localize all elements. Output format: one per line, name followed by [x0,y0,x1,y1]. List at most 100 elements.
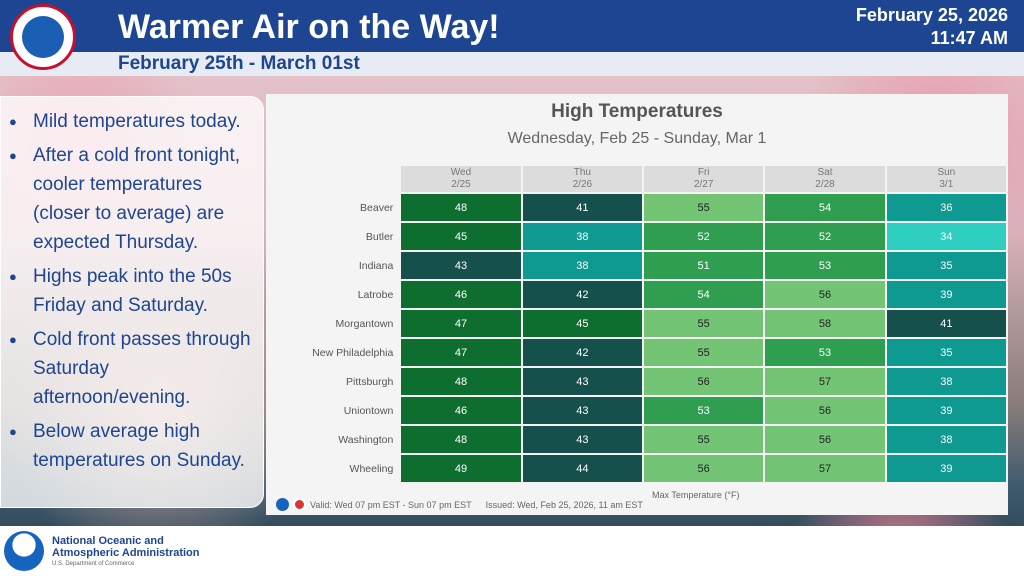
temperature-cell: 42 [522,339,643,366]
temperature-cell: 43 [522,426,643,453]
table-title: High Temperatures [551,101,723,122]
time: 11:47 AM [930,28,1008,48]
temperature-cell: 43 [401,252,521,279]
city-name: Pittsburgh [346,375,394,388]
col-date: 3/1 [939,179,954,190]
bullet: Cold front passes through Saturday after… [9,325,257,412]
temperature-cell: 39 [886,281,1006,308]
temperature-cell: 36 [886,194,1006,221]
noaa-name: National Oceanic and Atmospheric Administ… [52,535,200,559]
day: Sun [937,167,956,178]
temperature-cell: 48 [401,426,521,453]
temperature-cell: 38 [522,223,643,250]
temperature-cell: 55 [644,339,764,366]
date-range: February 25th - March 01st [118,53,360,74]
temperature-cell: 45 [401,223,521,250]
temperature-cell: 41 [522,194,643,221]
temperature-cell: 56 [644,455,764,482]
temperature-table-panel: High Temperatures Wednesday, Feb 25 - Su… [266,94,1008,515]
table-footer: Valid: Wed 07 pm EST - Sun 07 pm EST Iss… [276,498,643,511]
city-name: Uniontown [343,404,394,417]
temperature-cell: 56 [765,397,885,424]
table-row: Latrobe 46 42 54 56 39 [278,281,1006,308]
col-date: 2/28 [815,179,835,190]
noaa-line2: Atmospheric Administration [52,547,200,559]
timestamp: February 25, 2026 11:47 AM [856,4,1008,50]
temperature-cell: 46 [401,281,521,308]
corner [278,166,399,192]
city-name: Indiana [358,259,394,272]
noaa-line1: National Oceanic and [52,535,164,547]
temperature-cell: 53 [765,252,885,279]
noaa-footer: National Oceanic and Atmospheric Administ… [0,526,1024,576]
temperature-cell: 38 [886,426,1006,453]
temperature-cell: 57 [765,455,885,482]
temperature-cell: 44 [522,455,643,482]
nws-icon [293,498,306,511]
temperature-cell: 53 [644,397,764,424]
noaa-dept: U.S. Department of Commerce [52,561,135,567]
col-date: 2/27 [693,179,714,190]
table-row: Butler 45 38 52 52 34 [278,223,1006,250]
temperature-cell: 34 [886,223,1006,250]
city-name: Latrobe [357,288,394,301]
day: Fri [697,167,710,178]
temperature-cell: 52 [765,223,885,250]
temperature-cell: 45 [522,310,643,337]
col-date: 2/25 [451,179,471,190]
bullet: After a cold front tonight, cooler tempe… [9,141,257,257]
table-subtitle: Wednesday, Feb 25 - Sunday, Mar 1 [507,130,767,147]
temperature-cell: 48 [401,194,521,221]
city-name: New Philadelphia [312,346,394,359]
noaa-logo [4,531,44,571]
bullet: Below average high temperatures on Sunda… [9,417,257,475]
temperature-cell: 46 [401,397,521,424]
table-row: Uniontown 46 43 53 56 39 [278,397,1006,424]
city-name: Morgantown [335,317,394,330]
table-row: Beaver 48 41 55 54 36 [278,194,1006,221]
temperature-table: Wed 2/25 Thu 2/26 Fri 2/27 Sat 2/28 Sun 3/1 Beaver… [276,164,1008,484]
city-name: Butler [365,230,394,243]
nws-logo [10,4,76,70]
table-row: New Philadelphia 47 42 55 53 35 [278,339,1006,366]
temperature-cell: 57 [765,368,885,395]
city-name: Beaver [360,201,394,214]
temperature-cell: 35 [886,252,1006,279]
header-bar: Warmer Air on the Way! February 25, 2026… [0,0,1024,52]
temperature-cell: 56 [765,426,885,453]
temperature-cell: 54 [765,194,885,221]
temperature-cell: 58 [765,310,885,337]
bullet: Mild temperatures today. [9,107,257,136]
bullet: Highs peak into the 50s Friday and Satur… [9,262,257,320]
temperature-cell: 48 [401,368,521,395]
temperature-cell: 35 [886,339,1006,366]
day: Thu [573,167,591,178]
column-header: Sun 3/1 [886,166,1006,192]
bullet-list: Mild temperatures today. After a cold fr… [0,96,264,508]
column-header: Fri 2/27 [644,166,764,192]
temperature-cell: 54 [644,281,764,308]
temperature-cell: 47 [401,339,521,366]
temperature-cell: 55 [644,310,764,337]
temperature-cell: 39 [886,397,1006,424]
temperature-cell: 39 [886,455,1006,482]
temperature-cell: 38 [522,252,643,279]
col-date: 2/26 [572,179,593,190]
subtitle-bar: February 25th - March 01st [0,52,1024,76]
temperature-cell: 53 [765,339,885,366]
city-name: Wheeling [349,462,394,475]
temperature-cell: 55 [644,426,764,453]
page-title: Warmer Air on the Way! [118,8,500,46]
day: Sat [817,167,833,178]
column-header: Sat 2/28 [765,166,885,192]
temperature-cell: 49 [401,455,521,482]
valid-text: Valid: Wed 07 pm EST - Sun 07 pm EST [310,499,472,510]
issued-text: Issued: Wed, Feb 25, 2026, 11 am EST [485,499,643,510]
temperature-cell: 38 [886,368,1006,395]
legend-label: Max Temperature (°F) [652,490,740,500]
temperature-cell: 55 [644,194,764,221]
table-row: Morgantown 47 45 55 58 41 [278,310,1006,337]
table-row: Washington 48 43 55 56 38 [278,426,1006,453]
temperature-cell: 47 [401,310,521,337]
column-header: Thu 2/26 [522,166,643,192]
